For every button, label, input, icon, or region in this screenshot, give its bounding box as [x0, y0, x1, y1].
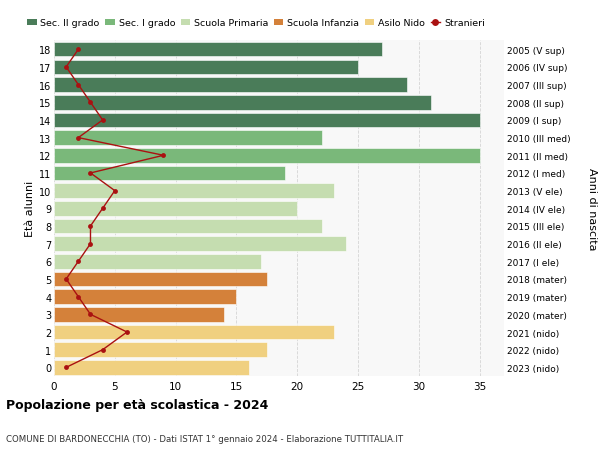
Bar [54, 131, 322, 146]
Bar [54, 255, 261, 269]
Bar [54, 219, 322, 234]
Bar [54, 166, 285, 181]
Bar [54, 61, 358, 75]
Bar [54, 325, 334, 340]
Legend: Sec. II grado, Sec. I grado, Scuola Primaria, Scuola Infanzia, Asilo Nido, Stran: Sec. II grado, Sec. I grado, Scuola Prim… [27, 19, 485, 28]
Y-axis label: Anni di nascita: Anni di nascita [587, 168, 597, 250]
Bar [54, 308, 224, 322]
Bar [54, 272, 267, 286]
Text: COMUNE DI BARDONECCHIA (TO) - Dati ISTAT 1° gennaio 2024 - Elaborazione TUTTITAL: COMUNE DI BARDONECCHIA (TO) - Dati ISTAT… [6, 434, 403, 442]
Text: Popolazione per età scolastica - 2024: Popolazione per età scolastica - 2024 [6, 398, 268, 412]
Y-axis label: Età alunni: Età alunni [25, 181, 35, 237]
Bar [54, 96, 431, 110]
Bar [54, 113, 479, 128]
Bar [54, 202, 297, 216]
Bar [54, 237, 346, 252]
Bar [54, 343, 267, 357]
Bar [54, 43, 382, 57]
Bar [54, 184, 334, 198]
Bar [54, 360, 248, 375]
Bar [54, 149, 479, 163]
Bar [54, 290, 236, 304]
Bar [54, 78, 407, 93]
